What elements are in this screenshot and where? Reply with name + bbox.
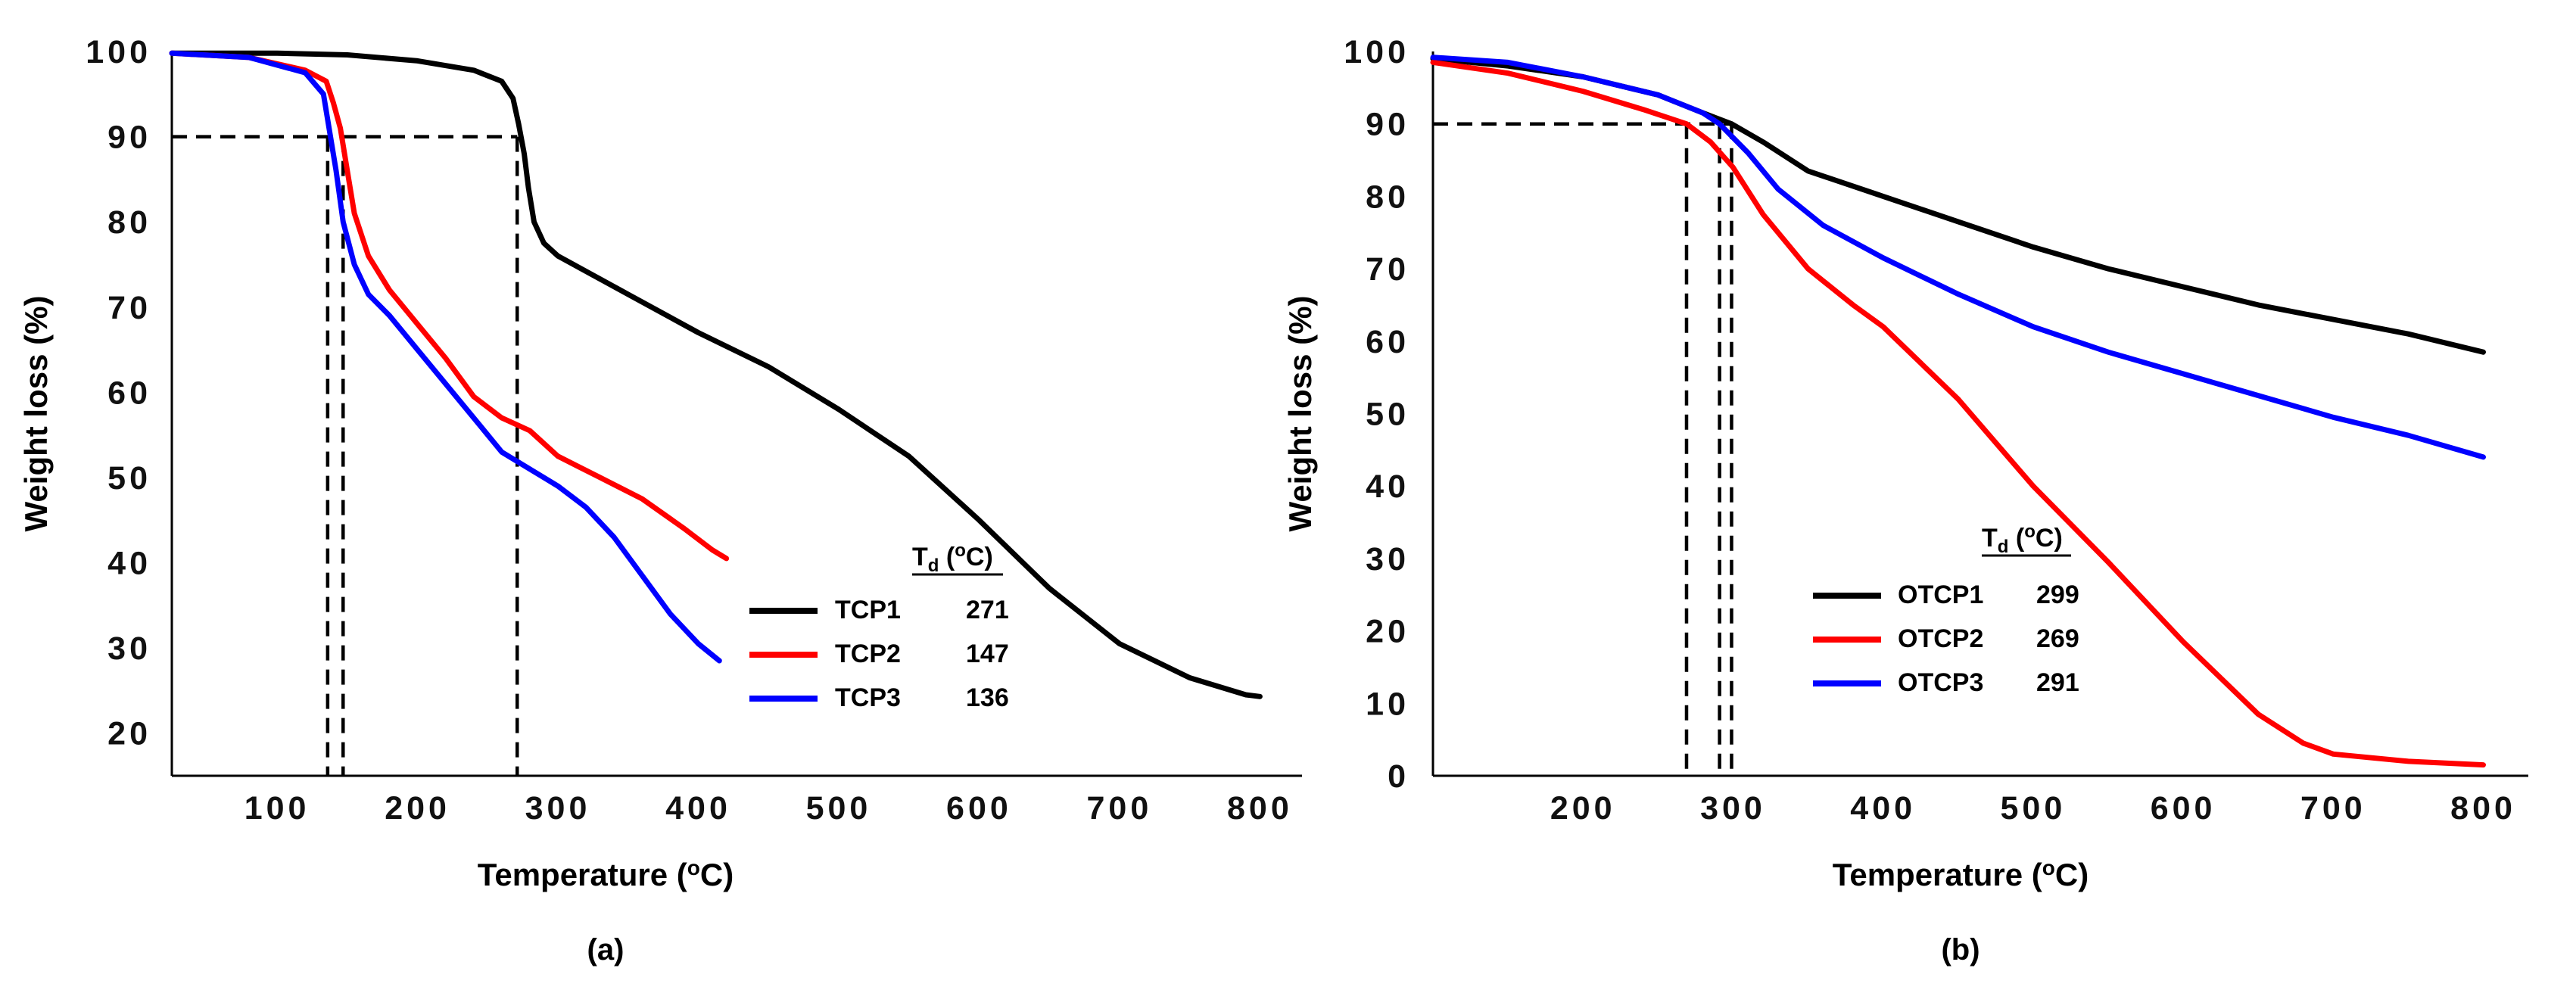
y-tick-label: 70	[1366, 251, 1409, 288]
y-tick-label: 40	[107, 546, 151, 582]
y-tick-label: 100	[1344, 34, 1409, 70]
panel-a-chart: 20 30 40 50 60 70 80 90 100 100 200 300 400 500 600 700…	[18, 34, 1302, 967]
y-axis-title: Weight loss (%)	[1282, 296, 1318, 532]
x-tick-label: 800	[2450, 790, 2516, 826]
y-tick-label: 90	[107, 120, 151, 156]
series-line-tcp2	[169, 50, 730, 562]
x-tick-label: 600	[946, 790, 1012, 826]
series-line-otcp1	[1430, 56, 2486, 355]
legend-label-otcp2: OTCP2	[1898, 624, 1983, 653]
y-tick-label: 60	[107, 375, 151, 411]
y-tick-label: 20	[1366, 614, 1409, 650]
y-tick-label: 50	[107, 460, 151, 496]
legend-label-otcp1: OTCP1	[1898, 581, 1983, 609]
y-tick-label: 20	[107, 716, 151, 752]
series-line-tcp3	[169, 50, 722, 664]
x-tick-label: 400	[1850, 790, 1916, 826]
series-line-otcp3	[1430, 54, 2486, 460]
x-axis-title: Temperature (oC)	[1833, 856, 2089, 892]
panel-b-chart: 0 10 20 30 40 50 60 70 80 90 100 200 300 400 500 600 700…	[1282, 34, 2528, 967]
y-tick-label: 0	[1388, 758, 1409, 795]
x-tick-label: 800	[1227, 790, 1293, 826]
x-axis-title: Temperature (oC)	[478, 856, 734, 892]
legend-label-tcp2: TCP2	[835, 640, 901, 668]
legend-td-otcp3: 291	[2036, 668, 2079, 697]
x-tick-label: 200	[385, 790, 450, 826]
legend-label-tcp3: TCP3	[835, 683, 901, 712]
y-axis-title: Weight loss (%)	[18, 296, 54, 532]
y-tick-label: 70	[107, 290, 151, 326]
legend-td-tcp2: 147	[966, 640, 1009, 668]
y-tick-label: 50	[1366, 397, 1409, 433]
x-tick-label: 500	[2001, 790, 2067, 826]
legend-header: Td (oC)	[912, 540, 993, 576]
legend-td-tcp1: 271	[966, 596, 1009, 624]
legend-label-tcp1: TCP1	[835, 596, 901, 624]
y-tick-label: 10	[1366, 686, 1409, 722]
y-tick-label: 30	[107, 630, 151, 667]
x-tick-label: 100	[245, 790, 310, 826]
y-tick-label: 30	[1366, 541, 1409, 577]
legend-td-otcp2: 269	[2036, 624, 2079, 653]
y-tick-label: 60	[1366, 324, 1409, 360]
panel-label: (a)	[587, 933, 625, 967]
x-tick-label: 400	[665, 790, 731, 826]
legend-td-otcp1: 299	[2036, 581, 2079, 609]
x-tick-label: 300	[1700, 790, 1766, 826]
y-tick-label: 100	[86, 34, 151, 70]
x-tick-label: 300	[525, 790, 591, 826]
x-tick-label: 700	[2300, 790, 2366, 826]
y-tick-label: 90	[1366, 107, 1409, 143]
legend-label-otcp3: OTCP3	[1898, 668, 1983, 697]
x-tick-label: 700	[1087, 790, 1153, 826]
panel-label: (b)	[1941, 933, 1980, 967]
x-tick-label: 500	[806, 790, 872, 826]
legend-header: Td (oC)	[1982, 521, 2063, 557]
y-tick-label: 80	[107, 204, 151, 241]
y-tick-label: 40	[1366, 468, 1409, 505]
series-line-otcp2	[1430, 59, 2486, 768]
x-tick-label: 600	[2151, 790, 2216, 826]
legend-td-tcp3: 136	[966, 683, 1009, 712]
series-line-tcp1	[169, 50, 1263, 699]
x-tick-label: 200	[1550, 790, 1616, 826]
y-tick-label: 80	[1366, 179, 1409, 215]
